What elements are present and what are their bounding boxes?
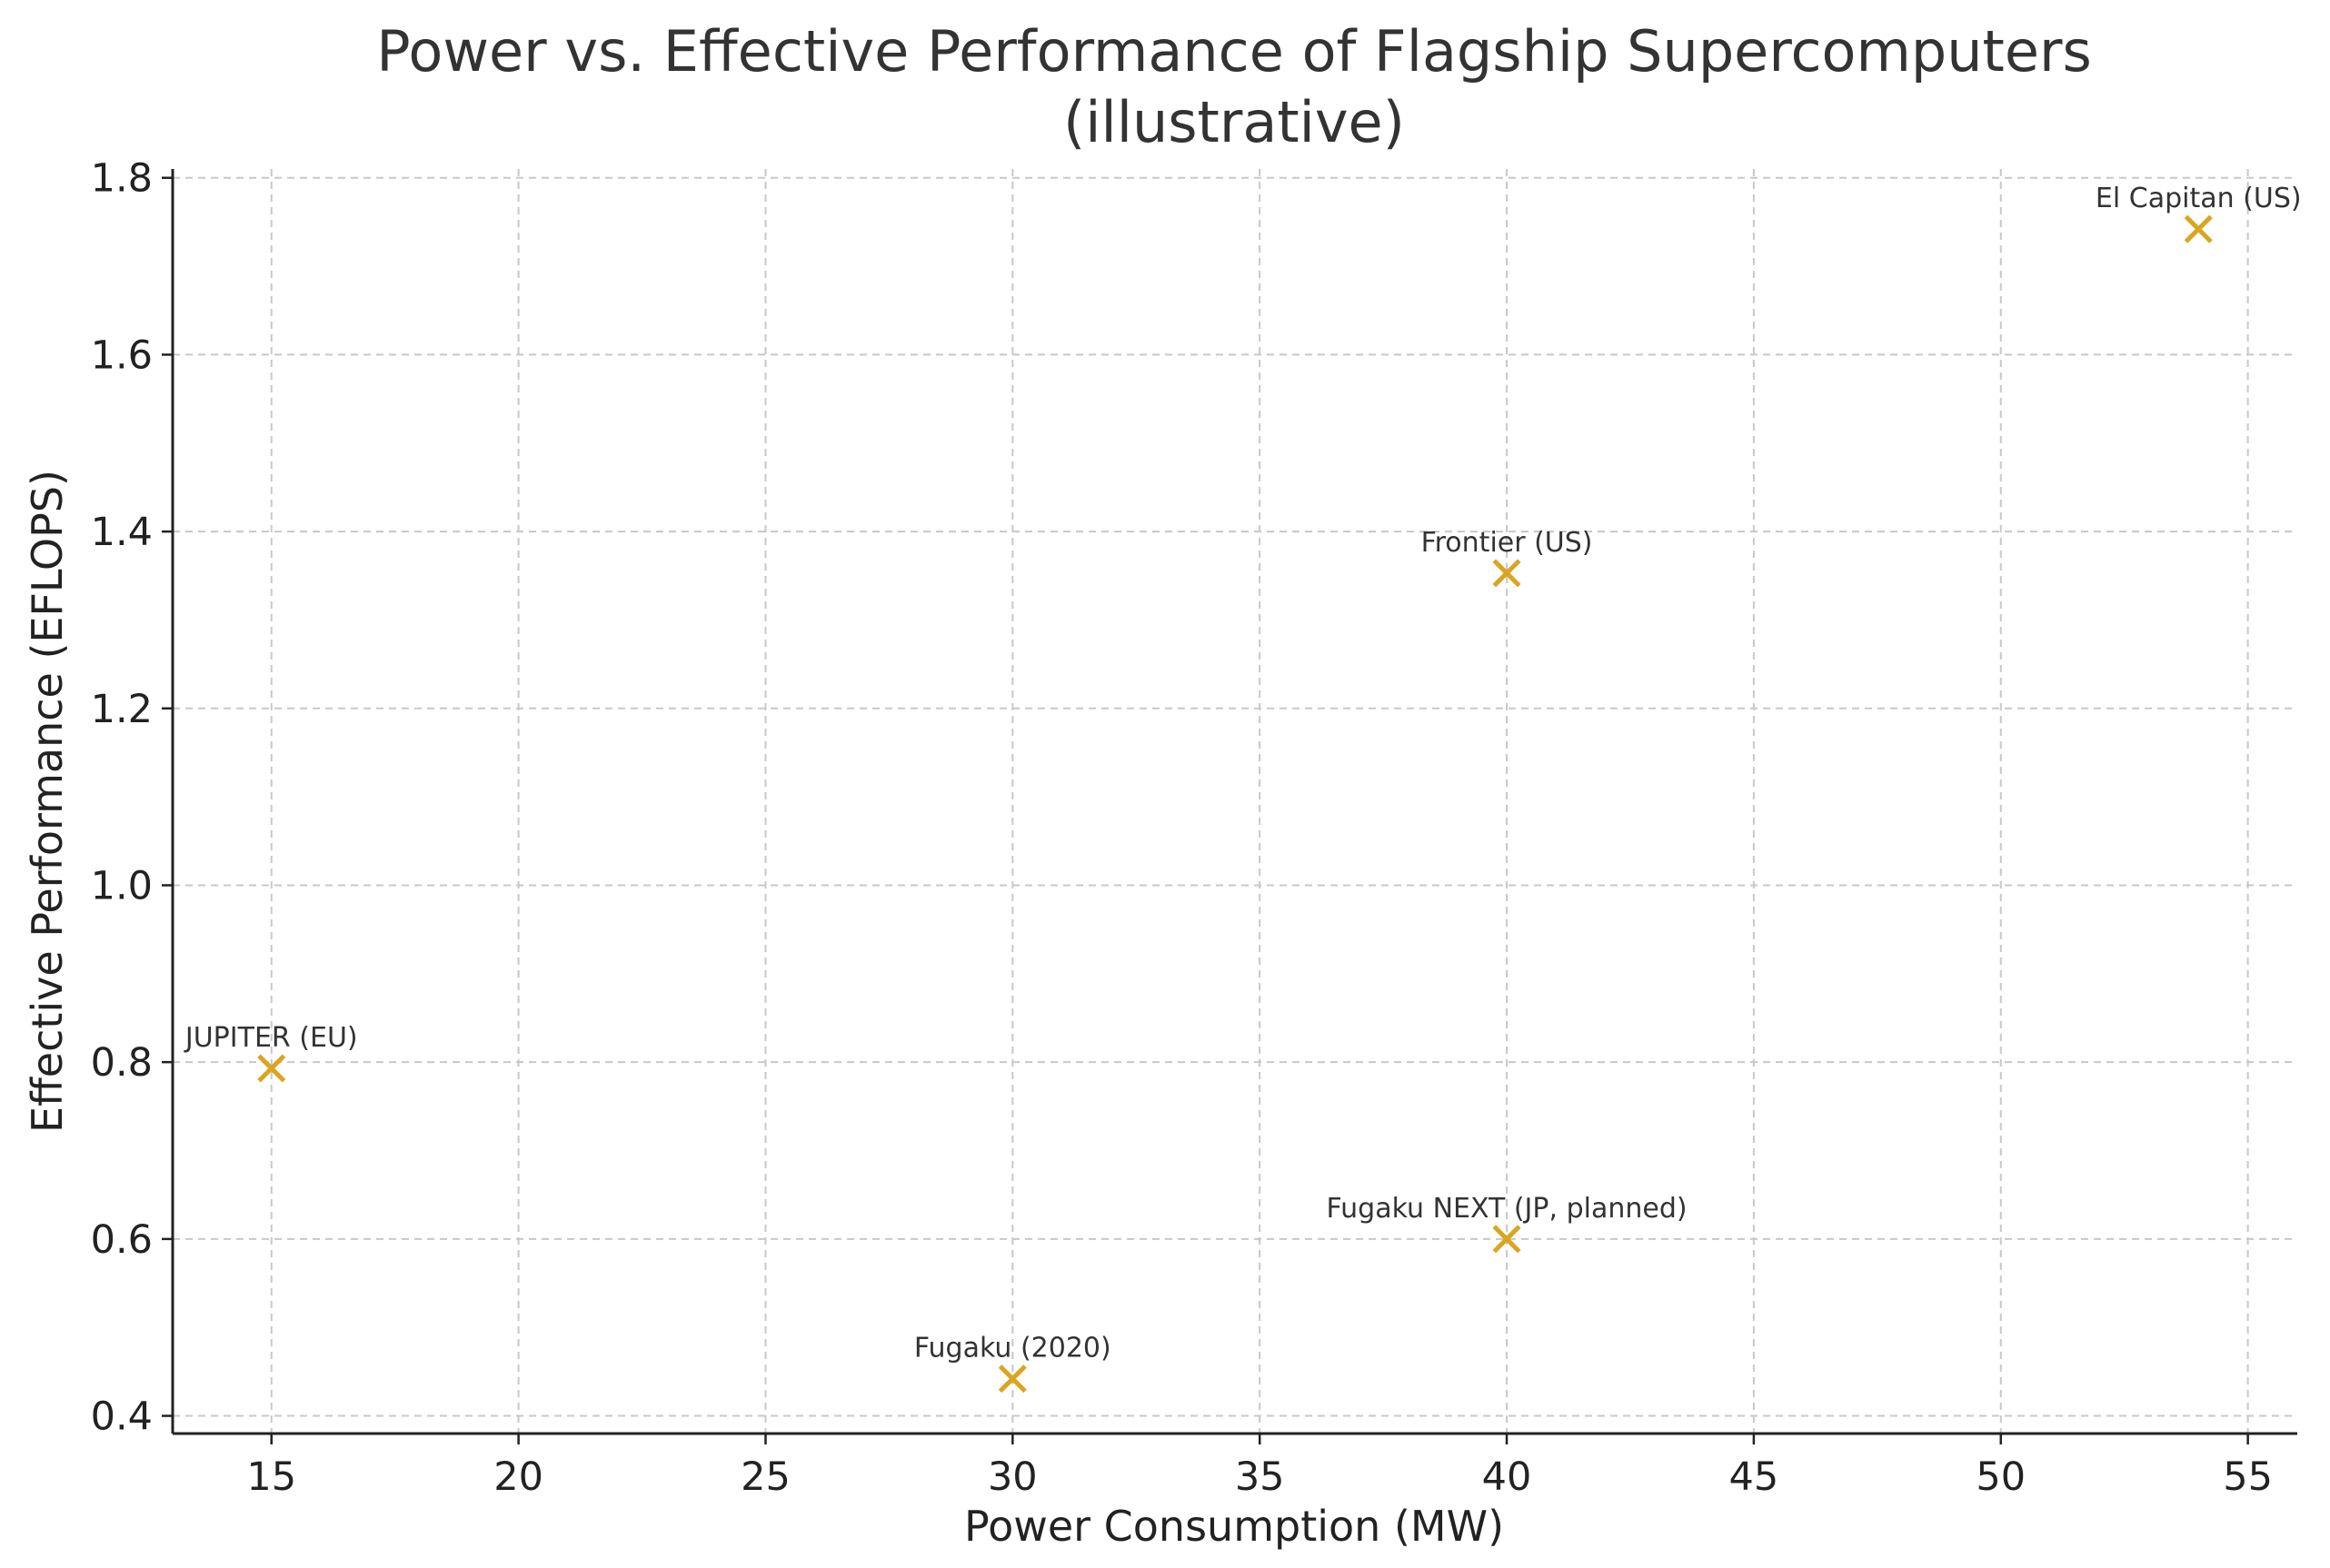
- point-label: Frontier (US): [1421, 527, 1593, 559]
- point-label: Fugaku (2020): [914, 1333, 1111, 1365]
- x-axis-label: Power Consumption (MW): [964, 1502, 1504, 1551]
- x-tick-label: 30: [988, 1454, 1038, 1500]
- point-label: Fugaku NEXT (JP, planned): [1327, 1193, 1688, 1225]
- point-marker-stroke: [998, 1365, 1027, 1394]
- y-tick-label: 0.8: [91, 1040, 153, 1086]
- point-marker-stroke: [2184, 214, 2213, 243]
- y-tick-label: 1.8: [91, 156, 153, 202]
- y-tick-label: 1.0: [91, 863, 153, 908]
- x-tick-label: 15: [246, 1454, 296, 1500]
- y-tick-label: 0.4: [91, 1394, 153, 1440]
- data-point: JUPITER (EU): [184, 1022, 358, 1083]
- axes-spines: [171, 169, 2297, 1435]
- x-tick-label: 35: [1235, 1454, 1285, 1500]
- point-label: El Capitan (US): [2096, 183, 2302, 214]
- y-tick-label: 1.4: [91, 510, 153, 555]
- chart-subtitle: (illustrative): [1063, 89, 1405, 155]
- y-tick-label: 1.6: [91, 332, 153, 378]
- data-point: Fugaku NEXT (JP, planned): [1327, 1193, 1688, 1254]
- x-tick-label: 45: [1729, 1454, 1779, 1500]
- x-tick-label: 55: [2223, 1454, 2273, 1500]
- data-point: El Capitan (US): [2096, 183, 2302, 243]
- data-point: Fugaku (2020): [914, 1333, 1111, 1394]
- point-marker-stroke: [1492, 1225, 1521, 1254]
- y-tick-label: 0.6: [91, 1217, 153, 1263]
- point-label: JUPITER (EU): [184, 1022, 358, 1054]
- data-point: Frontier (US): [1421, 527, 1593, 588]
- point-marker-stroke: [257, 1054, 286, 1083]
- y-tick-label: 1.2: [91, 687, 153, 732]
- grid-lines: [173, 169, 2297, 1434]
- data-points: JUPITER (EU) Fugaku (2020) Frontier (US) Fu…: [184, 183, 2302, 1394]
- point-marker-stroke: [1492, 559, 1521, 588]
- chart-title: Power vs. Effective Performance of Flags…: [376, 18, 2092, 84]
- x-tick-label: 20: [493, 1454, 543, 1500]
- x-tick-label: 40: [1482, 1454, 1532, 1500]
- y-axis-label: Effective Performance (EFLOPS): [23, 470, 72, 1133]
- x-axis-ticks: 15 20 25 30 35 40 45 50 55: [246, 1434, 2273, 1500]
- x-tick-label: 50: [1976, 1454, 2026, 1500]
- y-axis-ticks: 0.4 0.6 0.8 1.0 1.2 1.4 1.6 1.8: [91, 156, 173, 1440]
- x-tick-label: 25: [741, 1454, 791, 1500]
